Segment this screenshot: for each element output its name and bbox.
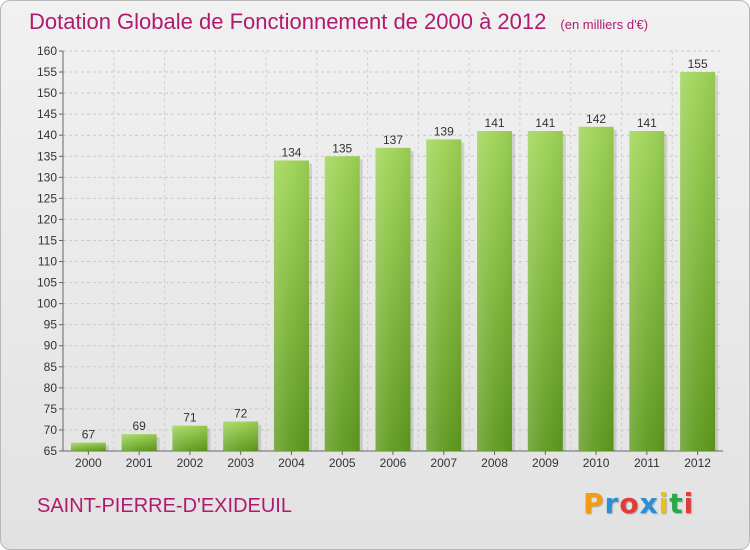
y-tick-label: 110 (38, 255, 57, 269)
y-tick-label: 150 (37, 86, 57, 100)
bar-shine (273, 160, 309, 451)
logo-letter: o (619, 487, 640, 520)
y-tick-label: 140 (37, 128, 57, 142)
bar-shine (578, 126, 614, 451)
bar-shine (324, 156, 360, 451)
y-tick-label: 90 (44, 339, 58, 353)
data-label: 155 (688, 57, 708, 71)
data-label: 142 (586, 112, 606, 126)
data-label: 141 (535, 116, 555, 130)
x-tick-label: 2012 (684, 456, 711, 470)
y-tick-label: 160 (37, 44, 57, 58)
y-tick-label: 120 (37, 212, 57, 226)
bar-shine (223, 421, 259, 451)
logo-letter: r (604, 487, 620, 520)
logo-letter: i (658, 487, 670, 520)
y-tick-label: 155 (37, 65, 57, 79)
data-label: 72 (234, 407, 248, 421)
bar-shine (629, 131, 665, 451)
y-tick-label: 65 (44, 444, 58, 458)
x-tick-label: 2008 (481, 456, 508, 470)
data-label: 137 (383, 133, 403, 147)
x-tick-label: 2005 (329, 456, 356, 470)
proxiti-logo: Proxiti (583, 487, 694, 520)
y-tick-label: 125 (37, 191, 57, 205)
x-tick-label: 2007 (430, 456, 457, 470)
bar-shine (527, 131, 563, 451)
chart-title: Dotation Globale de Fonctionnement de 20… (29, 9, 648, 35)
x-tick-label: 2002 (177, 456, 204, 470)
y-tick-label: 145 (37, 107, 57, 121)
data-label: 141 (637, 116, 657, 130)
bar-shine (426, 139, 462, 451)
logo-letter: i (683, 487, 695, 520)
data-label: 135 (332, 141, 352, 155)
data-label: 67 (82, 428, 96, 442)
data-label: 134 (281, 145, 301, 159)
data-label: 69 (132, 419, 146, 433)
labels: 65 70 75 80 85 90 95 100 105 110 115 120 125 130 135 14… (37, 44, 711, 470)
y-tick-label: 105 (37, 276, 57, 290)
bar-shine (70, 442, 106, 451)
bar-shine (121, 434, 157, 451)
bar-shine (477, 131, 513, 451)
data-label: 141 (485, 116, 505, 130)
logo-letter: P (583, 487, 605, 520)
chart-title-text: Dotation Globale de Fonctionnement de 20… (29, 9, 547, 34)
y-tick-label: 70 (44, 423, 58, 437)
y-tick-label: 130 (37, 170, 57, 184)
y-tick-label: 80 (44, 381, 58, 395)
x-tick-label: 2003 (227, 456, 254, 470)
x-tick-label: 2009 (532, 456, 559, 470)
x-tick-label: 2000 (75, 456, 102, 470)
chart-subtitle: (en milliers d'€) (560, 17, 649, 32)
x-tick-label: 2006 (380, 456, 407, 470)
logo-letter: t (669, 487, 684, 520)
x-tick-label: 2001 (126, 456, 153, 470)
bar-shine (172, 425, 208, 451)
bar-shine (680, 72, 716, 451)
bar-shine (375, 147, 411, 451)
y-tick-label: 135 (37, 149, 57, 163)
y-tick-label: 85 (44, 360, 58, 374)
y-tick-label: 95 (44, 318, 58, 332)
data-label: 71 (183, 411, 197, 425)
y-tick-label: 115 (38, 233, 57, 247)
y-tick-label: 75 (44, 402, 58, 416)
logo-letter: x (639, 487, 659, 520)
x-tick-label: 2010 (583, 456, 610, 470)
commune-name: SAINT-PIERRE-D'EXIDEUIL (37, 495, 292, 517)
x-tick-label: 2011 (634, 456, 660, 470)
y-tick-label: 100 (37, 297, 57, 311)
bars (70, 72, 719, 451)
x-tick-label: 2004 (278, 456, 305, 470)
data-label: 139 (434, 124, 454, 138)
